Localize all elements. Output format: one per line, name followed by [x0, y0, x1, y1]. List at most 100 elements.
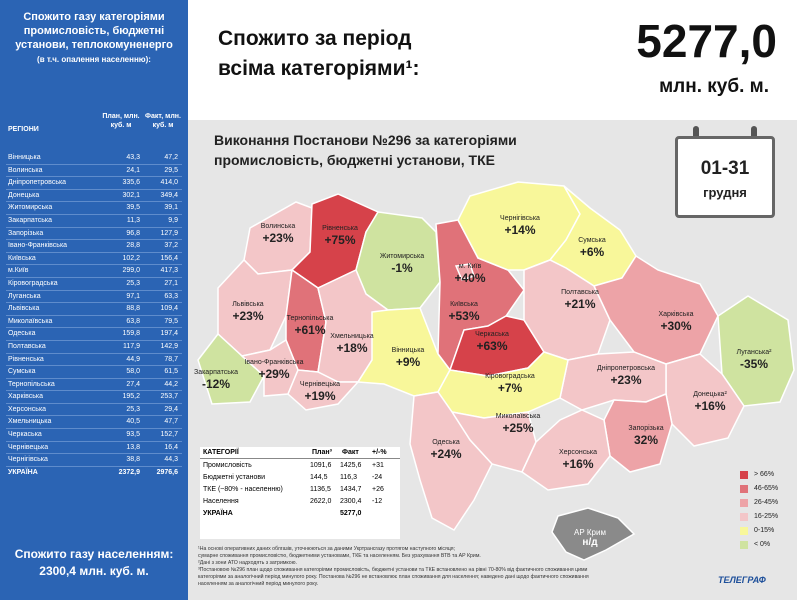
- region-shape-khersonska: [521, 409, 611, 491]
- cat-cell-plan: 1136,5: [310, 486, 331, 493]
- region-cell-plan: 93,5: [126, 431, 140, 439]
- region-name: Київська: [450, 301, 478, 308]
- legend-label: 0-15%: [754, 527, 775, 534]
- header-lead: Спожито за період всіма категоріями¹:: [218, 24, 419, 84]
- region-table-row: Миколаївська 63,8 79,5: [6, 316, 182, 329]
- region-cell-name: Херсонська: [8, 405, 47, 413]
- legend-swatch: [740, 471, 748, 479]
- region-percent: +21%: [564, 297, 596, 311]
- region-cell-fact: 47,7: [164, 418, 178, 426]
- region-cell-plan: 96,8: [126, 229, 140, 237]
- map-panel: Виконання Постанови №296 за категоріями …: [188, 120, 797, 600]
- cat-cell-plan: 2622,0: [310, 498, 332, 505]
- cat-cell-fact: 2300,4: [340, 498, 362, 505]
- region-cell-fact: 63,3: [164, 292, 178, 300]
- cat-cell-diff: +31: [372, 462, 384, 469]
- footnote-line: сумарне споживання промисловістю, бюджет…: [198, 553, 481, 559]
- region-label-luhanska: Луганська² -35%: [714, 348, 794, 371]
- region-label-chernihivska: Чернігівська +14%: [480, 214, 560, 237]
- region-table-row: Черкаська 93,5 152,7: [6, 429, 182, 442]
- region-cell-name: Львівська: [8, 305, 40, 313]
- region-cell-fact: 127,9: [160, 229, 178, 237]
- legend-item: 46-65%: [740, 484, 797, 498]
- header-lead-line1: Спожито за період: [218, 27, 412, 50]
- region-name: Полтавська: [561, 289, 599, 296]
- categories-table-header: КАТЕГОРІЇ План³ Факт +/-%: [200, 447, 400, 459]
- region-label-khersonska: Херсонська +16%: [538, 448, 618, 471]
- cat-cell-fact: 1425,6: [340, 462, 362, 469]
- region-label-zaporizka: Запорізька 32%: [606, 424, 686, 447]
- region-name: Львівська: [232, 301, 264, 308]
- regional-table-panel: Спожито газу категоріями промисловість, …: [0, 0, 188, 600]
- region-percent: +9%: [395, 355, 421, 369]
- region-cell-plan: 43,3: [126, 154, 140, 161]
- region-name: Житомирська: [379, 253, 425, 260]
- cat-cell-name: Населення: [203, 498, 239, 505]
- region-cell-name: Тернопільська: [8, 380, 55, 388]
- cat-total-fact: 5277,0: [340, 510, 362, 517]
- region-table-row: Херсонська 25,3 29,4: [6, 404, 182, 417]
- legend-swatch: [740, 499, 748, 507]
- region-table-row: Чернігівська 38,8 44,3: [6, 454, 182, 467]
- region-cell-name: Дніпропетровська: [8, 179, 67, 187]
- cat-total-name: УКРАЇНА: [203, 510, 233, 517]
- region-table-row: Дніпропетровська 335,6 414,0: [6, 177, 182, 190]
- region-cell-fact: 414,0: [160, 179, 178, 187]
- region-cell-fact: 44,3: [164, 456, 178, 464]
- legend-item: 0-15%: [740, 526, 797, 540]
- region-cell-plan: 40,5: [126, 418, 140, 426]
- region-shape-kyiv-city: [454, 263, 475, 281]
- region-cell-plan: 44,9: [126, 355, 140, 363]
- region-table-row: Волинська 24,1 29,5: [6, 165, 182, 178]
- region-cell-fact: 29,5: [164, 166, 178, 174]
- total-cell-fact: 2976,6: [156, 468, 178, 476]
- region-shape-odeska: [409, 391, 493, 531]
- region-cell-plan: 11,3: [126, 216, 140, 224]
- region-cell-plan: 335,6: [122, 179, 140, 187]
- region-cell-plan: 13,8: [126, 443, 140, 451]
- col-header-fact: Факт, млн. куб. м: [145, 113, 181, 129]
- legend-swatch: [740, 513, 748, 521]
- region-cell-plan: 102,2: [122, 254, 140, 262]
- crimea-name: АР Крим: [574, 528, 606, 537]
- legend-item: > 66%: [740, 470, 797, 484]
- region-name: Донецька²: [693, 391, 727, 398]
- region-name: Миколаївська: [495, 413, 541, 420]
- left-panel-subtitle: (в т.ч. опалення населенню):: [37, 55, 151, 64]
- region-cell-name: Івано-Франківська: [8, 242, 68, 250]
- region-name: Кіровоградська: [485, 373, 535, 380]
- region-table-total: УКРАЇНА 2372,9 2976,6: [6, 467, 182, 479]
- region-table-row: Сумська 58,0 61,5: [6, 366, 182, 379]
- legend-item: 26-45%: [740, 498, 797, 512]
- footnote-line: ²Дані з зони АТО надходять з затримкою.: [198, 560, 297, 566]
- region-table-row: Івано-Франківська 28,8 37,2: [6, 240, 182, 253]
- region-percent: +40%: [454, 271, 486, 285]
- region-cell-fact: 152,7: [160, 431, 178, 439]
- region-percent: +23%: [262, 231, 294, 245]
- calendar-body: [675, 136, 775, 218]
- region-table-row: Запорізька 96,8 127,9: [6, 228, 182, 241]
- categories-table: КАТЕГОРІЇ План³ Факт +/-% Промисловість 1…: [200, 447, 400, 539]
- region-percent: -35%: [739, 357, 768, 371]
- regional-table-header: РЕГІОНИ План, млн. куб. м Факт, млн. куб…: [6, 112, 182, 152]
- region-name: м. Київ: [458, 263, 482, 270]
- region-name: Рівненська: [322, 225, 358, 232]
- region-table-row: Київська 102,2 156,4: [6, 253, 182, 266]
- region-table-row: Донецька 302,1 349,4: [6, 190, 182, 203]
- region-label-dnipropetrovska: Дніпропетровська +23%: [586, 364, 666, 387]
- region-percent: +24%: [430, 447, 462, 461]
- region-cell-fact: 79,5: [164, 317, 178, 325]
- region-label-khmelnytska: Хмельницька +18%: [312, 332, 392, 355]
- calendar-days: 01-31: [700, 158, 750, 179]
- region-cell-plan: 302,1: [122, 191, 140, 199]
- region-cell-fact: 61,5: [164, 368, 178, 376]
- region-percent: +14%: [504, 223, 536, 237]
- region-cell-plan: 28,8: [126, 242, 140, 250]
- region-label-kyiv-city: м. Київ +40%: [430, 262, 510, 285]
- population-consumption-value: 2300,4 млн. куб. м.: [39, 564, 149, 578]
- region-label-chernivetska: Чернівецька +19%: [280, 380, 360, 403]
- region-cell-plan: 25,3: [126, 405, 140, 413]
- region-cell-name: м.Київ: [8, 267, 29, 275]
- region-name: Чернівецька: [299, 381, 341, 388]
- region-name: Хмельницька: [330, 333, 374, 340]
